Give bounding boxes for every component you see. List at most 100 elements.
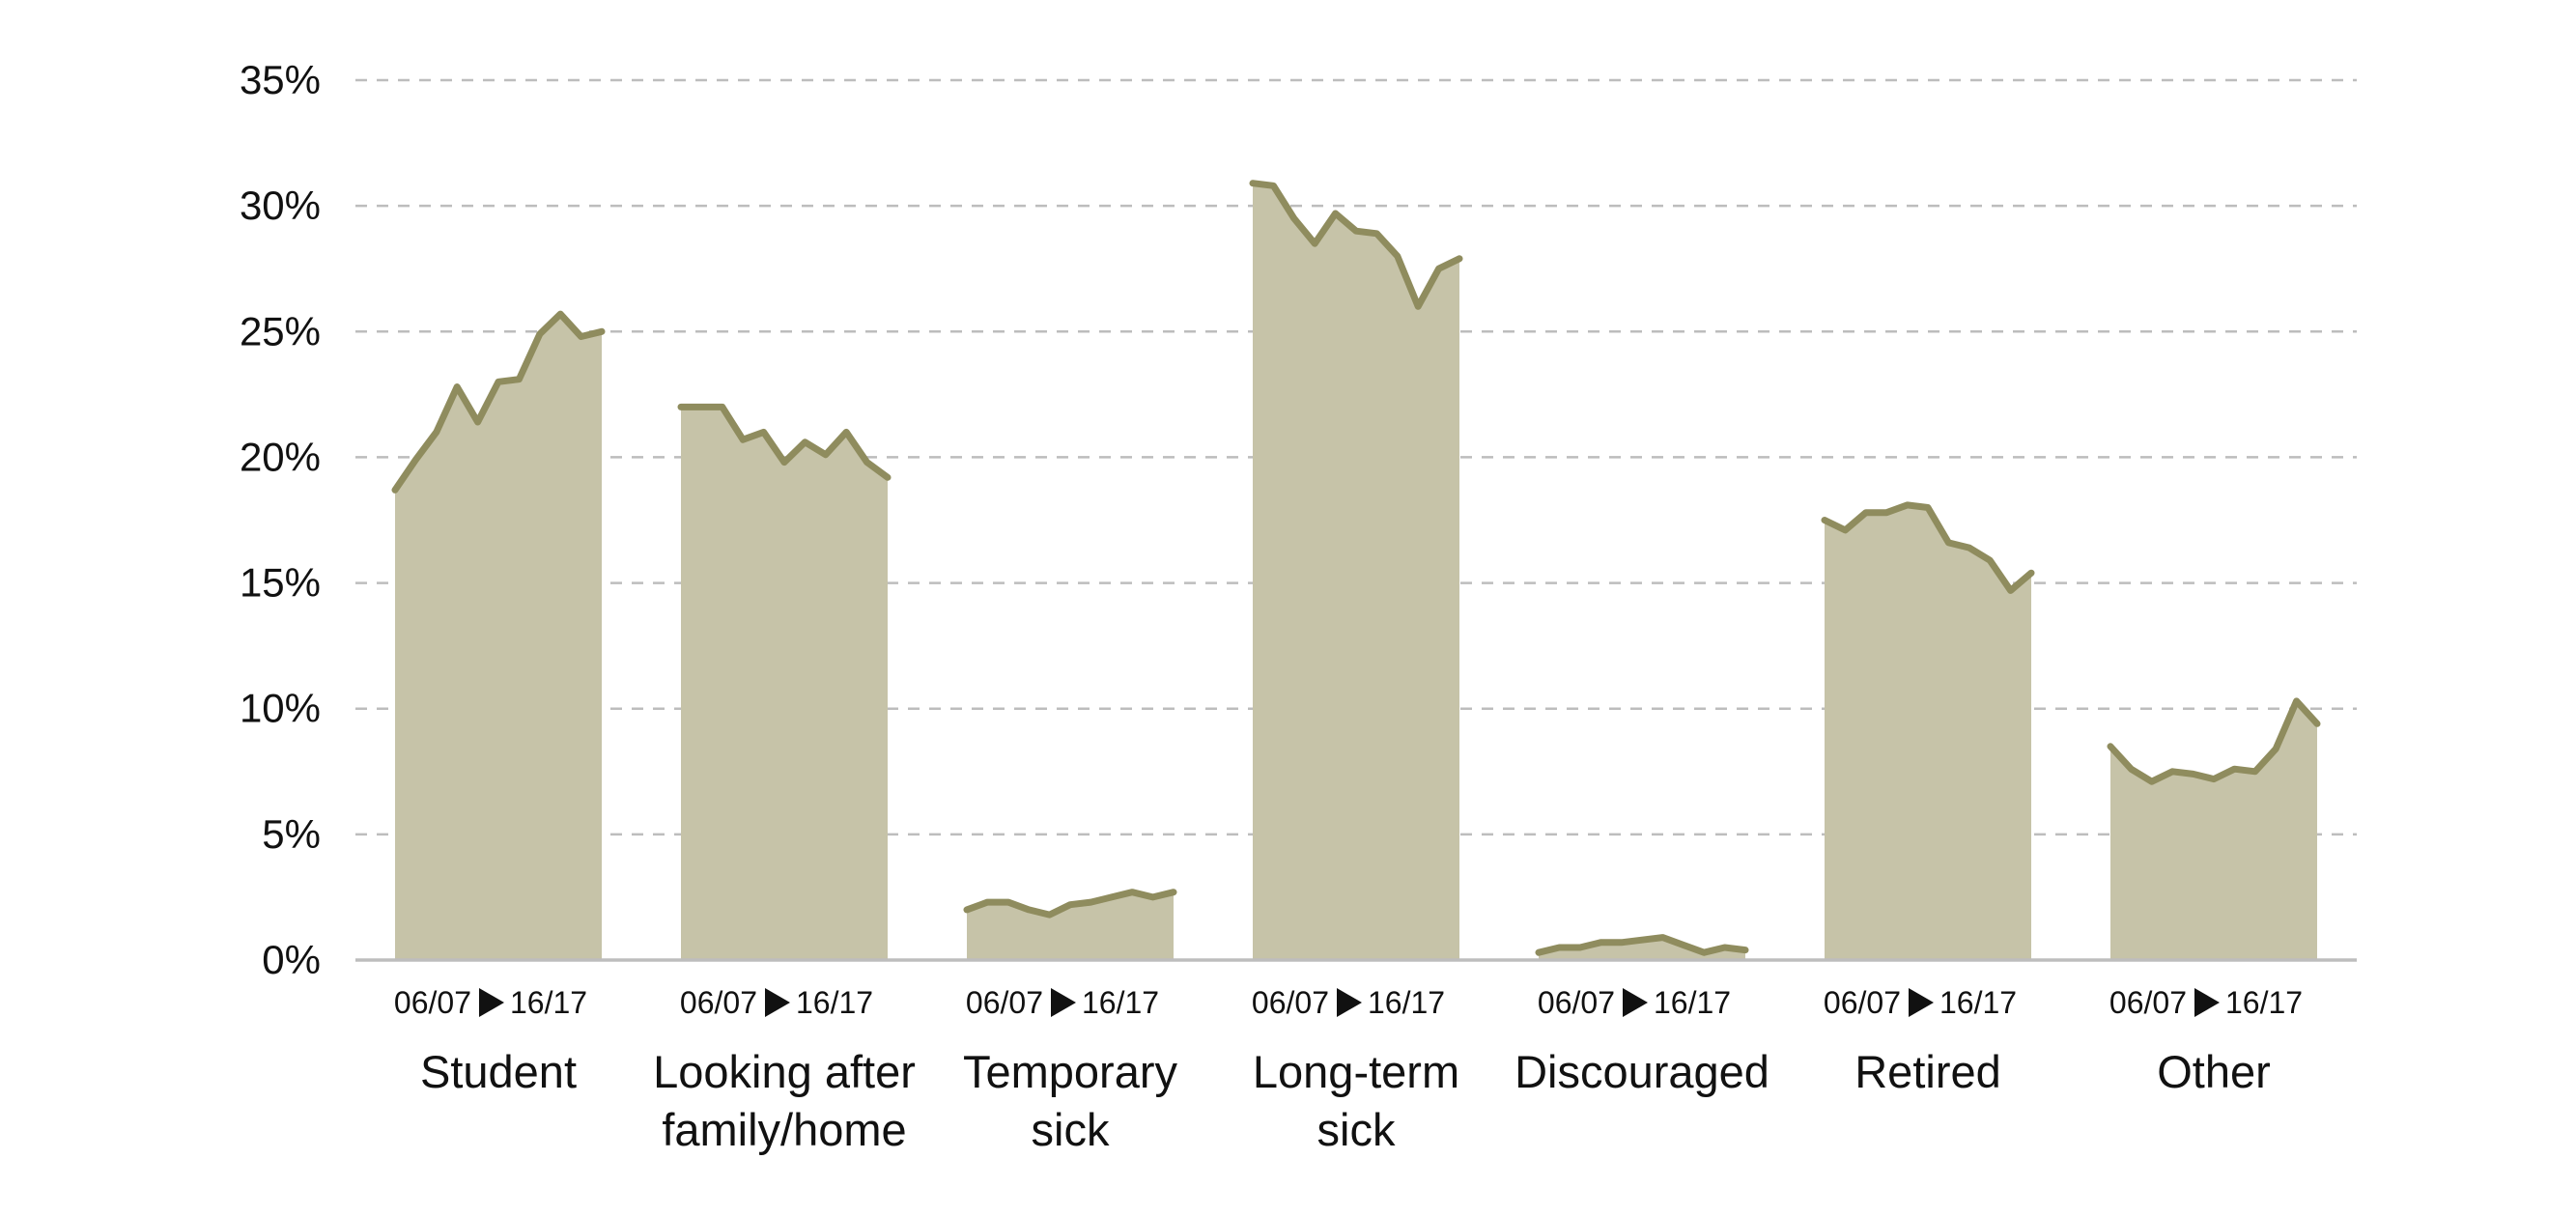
period-start-label: 06/07 xyxy=(680,985,757,1020)
data-point xyxy=(843,429,850,436)
category-label: Discouraged xyxy=(1514,1046,1769,1097)
data-point xyxy=(698,404,705,410)
data-point xyxy=(822,451,829,458)
data-point xyxy=(2273,746,2279,752)
data-point xyxy=(2007,587,2014,594)
data-point xyxy=(2314,721,2320,727)
period-end-label: 16/17 xyxy=(1082,985,1159,1020)
data-point xyxy=(392,487,398,494)
data-point xyxy=(1598,939,1604,946)
data-point xyxy=(1171,889,1176,895)
data-point xyxy=(599,328,605,335)
period-start-label: 06/07 xyxy=(1252,985,1329,1020)
data-point xyxy=(536,330,543,337)
data-point xyxy=(1394,253,1401,260)
period-end-label: 16/17 xyxy=(796,985,873,1020)
category-label: sick xyxy=(1032,1104,1110,1155)
period-label: 06/07 16/17 xyxy=(1824,985,2017,1020)
data-point xyxy=(1576,945,1583,950)
data-point xyxy=(1270,183,1277,189)
data-point xyxy=(1353,228,1359,235)
data-point xyxy=(2211,776,2217,782)
data-point xyxy=(2231,766,2238,773)
data-point xyxy=(1149,893,1156,900)
arrow-right-icon xyxy=(1337,988,1362,1017)
data-point xyxy=(863,459,870,466)
data-point xyxy=(557,311,564,318)
data-point xyxy=(2251,768,2258,775)
y-tick-label: 20% xyxy=(240,434,321,479)
data-point xyxy=(740,437,747,443)
period-label: 06/07 16/17 xyxy=(1252,985,1445,1020)
category-group xyxy=(963,889,1177,960)
category-label: Retired xyxy=(1854,1046,2001,1097)
data-point xyxy=(760,429,767,436)
data-point xyxy=(1332,211,1339,216)
data-point xyxy=(516,376,523,382)
data-point xyxy=(964,906,970,913)
data-point xyxy=(2190,771,2196,778)
period-start-label: 06/07 xyxy=(394,985,471,1020)
data-point xyxy=(1701,949,1708,956)
period-label: 06/07 16/17 xyxy=(680,985,873,1020)
data-point xyxy=(1290,215,1297,222)
period-start-label: 06/07 xyxy=(1824,985,1901,1020)
area-fill xyxy=(1539,937,1745,960)
category-group xyxy=(1249,180,1463,960)
category-group xyxy=(2107,697,2321,960)
data-point xyxy=(1925,504,1931,511)
data-point xyxy=(1312,240,1318,247)
period-label: 06/07 16/17 xyxy=(394,985,587,1020)
data-point xyxy=(1129,889,1136,895)
category-label: Student xyxy=(420,1046,577,1097)
category-label: Looking after xyxy=(653,1046,916,1097)
data-point xyxy=(1005,899,1011,906)
period-start-label: 06/07 xyxy=(966,985,1043,1020)
data-point xyxy=(1250,180,1256,186)
data-point xyxy=(1987,557,1994,564)
period-end-label: 16/17 xyxy=(1939,985,2017,1020)
area-fill xyxy=(1825,504,2031,960)
category-group xyxy=(677,403,892,960)
period-end-label: 16/17 xyxy=(1654,985,1731,1020)
data-point xyxy=(1108,893,1115,900)
y-tick-label: 30% xyxy=(240,183,321,228)
data-point xyxy=(2293,697,2300,704)
data-point xyxy=(984,899,991,906)
data-point xyxy=(1945,539,1952,546)
data-point xyxy=(1435,266,1442,272)
arrow-right-icon xyxy=(1623,988,1648,1017)
area-fill xyxy=(1253,183,1459,960)
data-point xyxy=(495,379,501,385)
data-point xyxy=(1026,906,1033,913)
category-group xyxy=(1535,934,1749,960)
y-tick-label: 5% xyxy=(262,811,321,857)
data-point xyxy=(1536,949,1542,956)
data-point xyxy=(578,333,584,340)
x-axis-labels: 06/07 16/17 Student 06/07 16/17 Looking after… xyxy=(394,985,2303,1155)
data-point xyxy=(1883,509,1890,516)
data-point xyxy=(2148,778,2155,785)
arrow-right-icon xyxy=(479,988,504,1017)
data-point xyxy=(1457,255,1462,262)
category-group xyxy=(1821,501,2035,960)
period-end-label: 16/17 xyxy=(2225,985,2303,1020)
data-point xyxy=(1904,501,1911,508)
area-fill xyxy=(395,314,602,961)
data-point xyxy=(1842,526,1849,533)
period-start-label: 06/07 xyxy=(1538,985,1615,1020)
y-tick-label: 15% xyxy=(240,560,321,606)
arrow-right-icon xyxy=(1051,988,1076,1017)
period-end-label: 16/17 xyxy=(510,985,587,1020)
y-tick-label: 0% xyxy=(262,937,321,982)
period-label: 06/07 16/17 xyxy=(2109,985,2303,1020)
data-point xyxy=(719,404,725,410)
data-point xyxy=(474,419,481,425)
data-point xyxy=(2108,743,2113,749)
data-point xyxy=(678,404,684,410)
data-point xyxy=(1046,912,1053,919)
data-point xyxy=(1373,230,1380,237)
data-point xyxy=(885,474,891,481)
data-point xyxy=(1966,545,1972,551)
